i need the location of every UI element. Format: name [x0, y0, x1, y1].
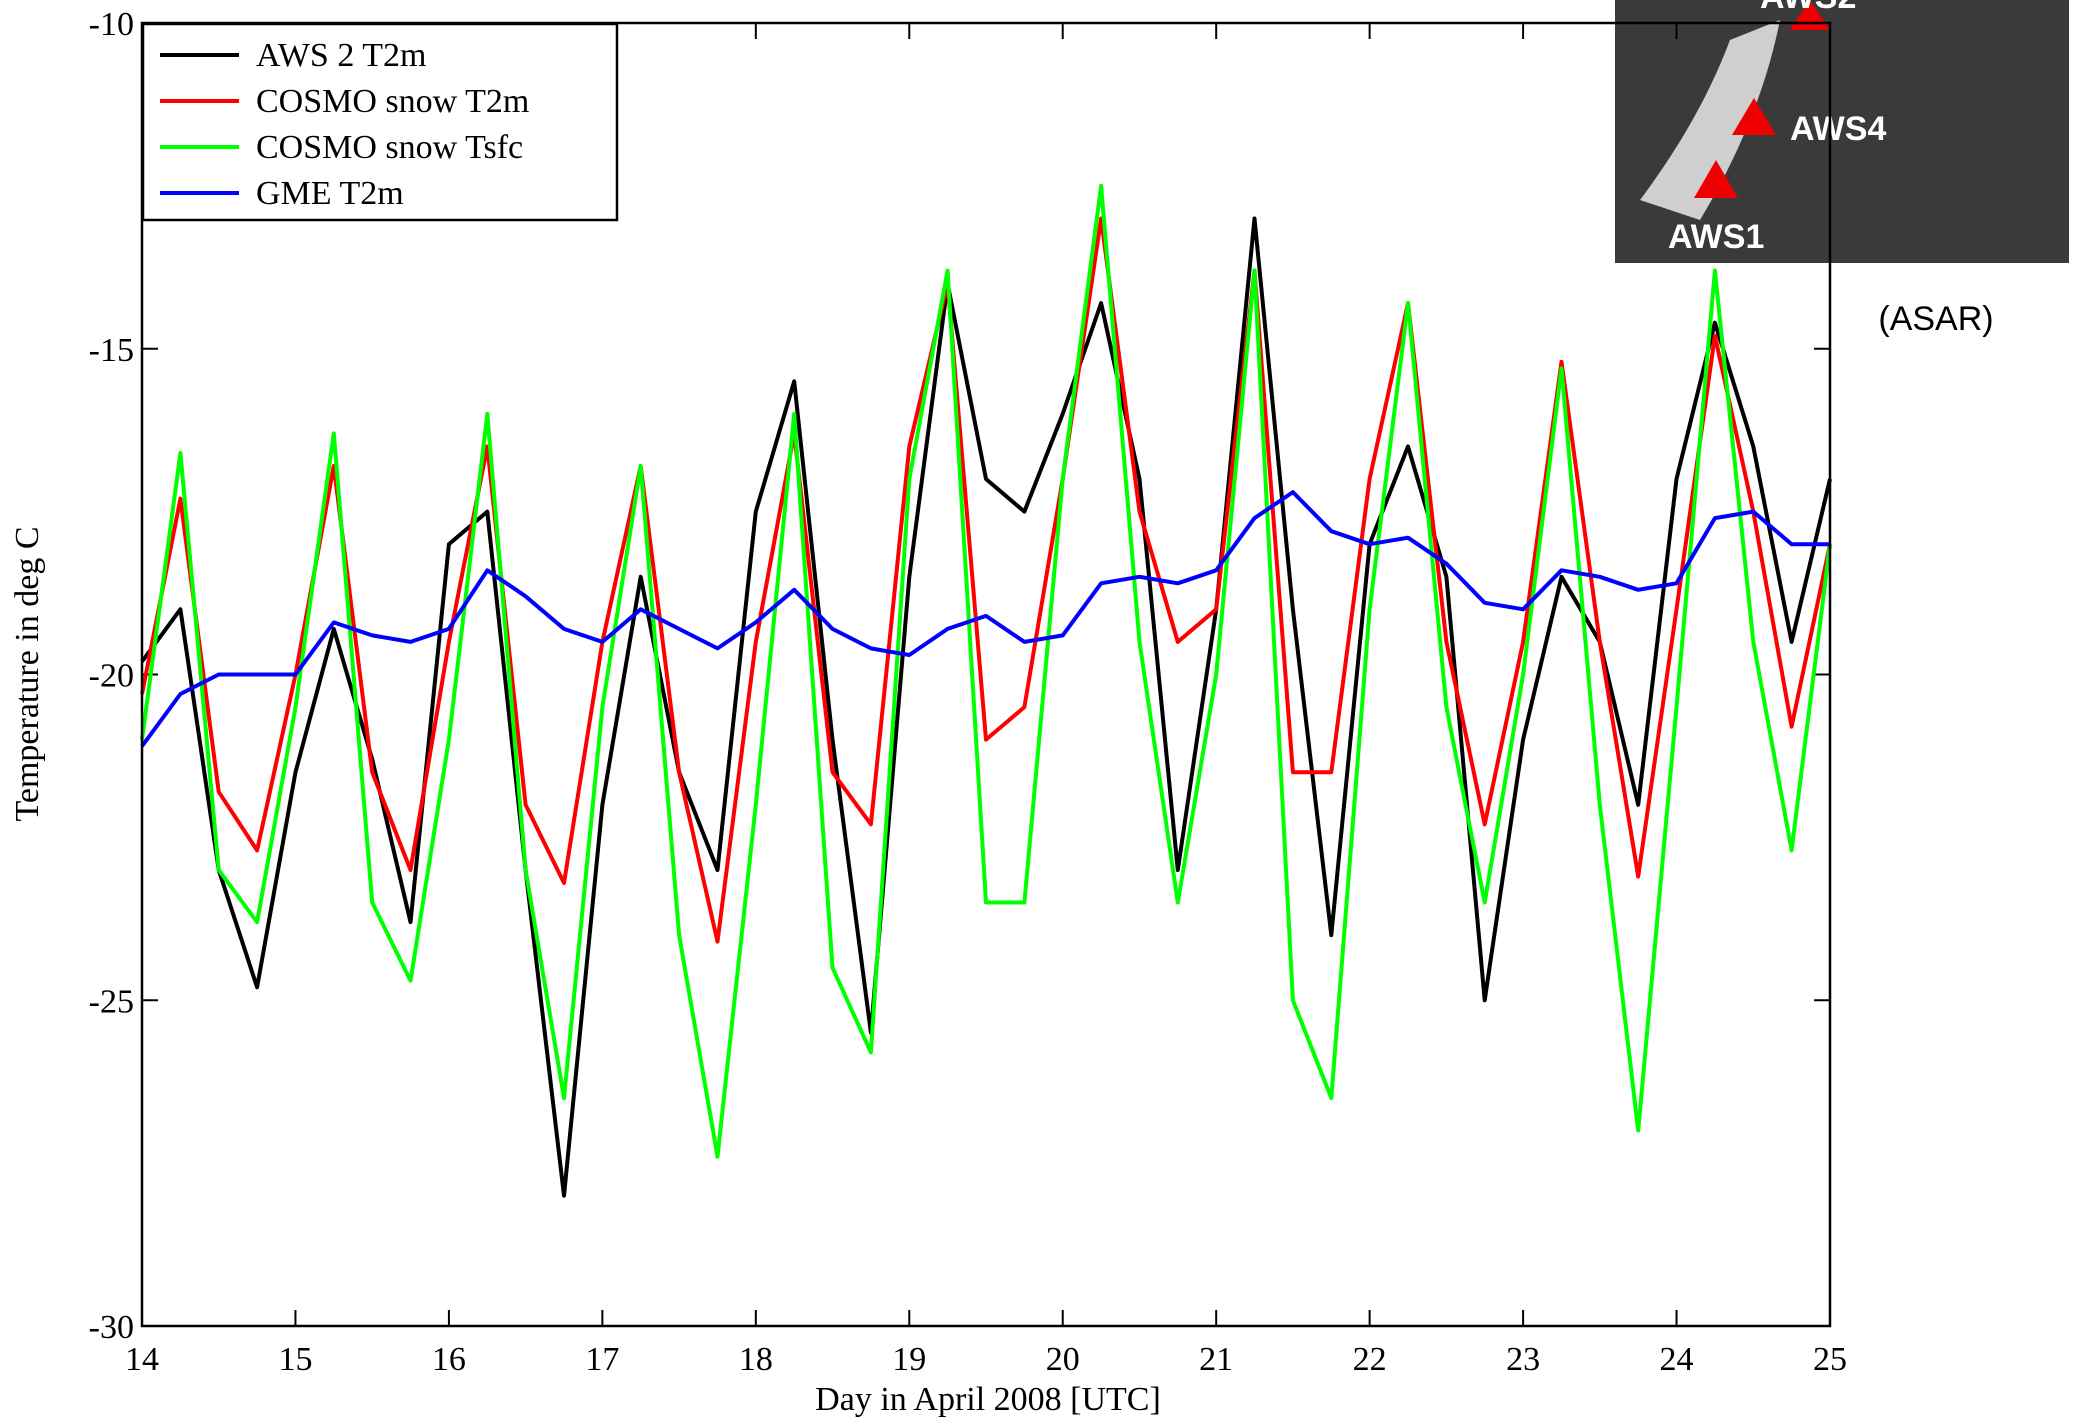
x-tick-label: 25 [1813, 1341, 1847, 1378]
series-line [140, 216, 1832, 1198]
series-line [140, 183, 1832, 1159]
x-tick-label: 14 [125, 1341, 159, 1378]
x-tick-label: 20 [1046, 1341, 1080, 1378]
x-tick-label: 19 [892, 1341, 926, 1378]
inset-label: AWS1 [1668, 218, 1764, 256]
x-axis-label: Day in April 2008 [UTC] [815, 1381, 1161, 1418]
series-line [140, 216, 1832, 944]
plot-frame [140, 21, 1832, 1328]
legend-label: GME T2m [256, 175, 404, 212]
x-tick-label: 17 [585, 1341, 619, 1378]
y-tick-label: -15 [89, 332, 134, 369]
y-tick-label: -25 [89, 983, 134, 1020]
inset-marker [1694, 160, 1738, 198]
x-tick-label: 23 [1506, 1341, 1540, 1378]
series-line [140, 490, 1830, 748]
y-tick-label: -20 [89, 658, 134, 695]
x-tick-label: 15 [278, 1341, 312, 1378]
y-axis-label: Temperature in deg C [9, 526, 46, 821]
x-tick-label: 21 [1199, 1341, 1233, 1378]
inset-marker [1732, 98, 1776, 135]
legend-label: COSMO snow Tsfc [256, 129, 523, 166]
x-tick-label: 18 [739, 1341, 773, 1378]
x-tick-label: 16 [432, 1341, 466, 1378]
inset-label: AWS4 [1790, 110, 1886, 148]
y-tick-label: -10 [89, 6, 134, 43]
y-tick-label: -30 [89, 1309, 134, 1346]
legend-label: COSMO snow T2m [256, 83, 529, 120]
inset-glacier [1640, 20, 1780, 220]
x-tick-label: 22 [1353, 1341, 1387, 1378]
x-tick-label: 24 [1660, 1341, 1694, 1378]
inset-caption: (ASAR) [1878, 300, 1993, 338]
legend-label: AWS 2 T2m [256, 37, 426, 74]
